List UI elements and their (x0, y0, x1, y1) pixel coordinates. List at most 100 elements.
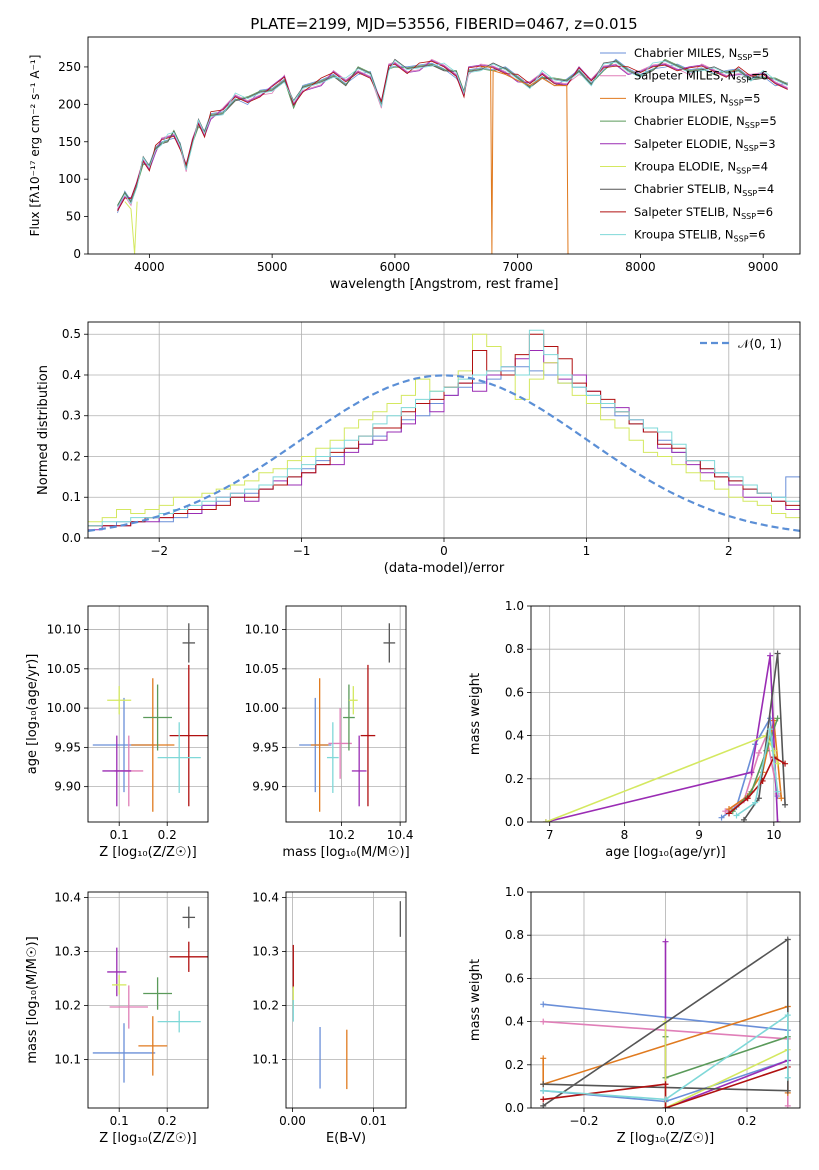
ytick-label: 0.6 (505, 685, 524, 699)
ytick-label: 0.0 (505, 1101, 524, 1115)
plot-layer: 4000 5000 6000 7000 8000 9000050100150200250C… (25, 36, 801, 1146)
spectrum-line-kroupa (124, 201, 138, 254)
ytick-label: 9.90 (252, 780, 279, 794)
xtick-label: 5000 (257, 260, 288, 274)
xtick-label: 8 (621, 828, 629, 842)
weight-point-chabrier_miles (540, 1001, 547, 1008)
axes-frame-age_vs_mass (285, 605, 407, 823)
xtick-label: 10.2 (328, 828, 355, 842)
weight-point-salpeter_elodie (767, 652, 774, 659)
ytick-label: 50 (66, 210, 81, 224)
ytick-label: 0.0 (62, 531, 81, 545)
spectrum-line-kroupa_stelib (117, 59, 788, 208)
panel-spectrum: 4000 5000 6000 7000 8000 9000 0 50 100 150 200 250 C… (28, 36, 801, 292)
ytick-label: 0.4 (62, 368, 81, 382)
axes-frame-spectrum (87, 36, 801, 255)
weight-point-salpeter_stelib (540, 1096, 547, 1103)
x-axis-label: E(B-V) (326, 1131, 366, 1146)
plot-area-age_vs_Z (88, 606, 208, 822)
ytick-label: 100 (58, 172, 81, 186)
weight-line-kroupa_stelib (736, 728, 779, 817)
xtick-label: 0 (440, 544, 448, 558)
weight-line-chabrier_elodie (732, 718, 779, 812)
xtick-label: 7000 (502, 260, 533, 274)
legend-label: 𝒩(0, 1) (738, 337, 782, 351)
xtick-label: 0.1 (110, 1114, 129, 1128)
xtick-label: 0.01 (360, 1114, 387, 1128)
weight-point-kroupa_stelib (774, 788, 781, 795)
xtick-label: 0.2 (737, 1114, 756, 1128)
weight-point-salpeter_stelib (782, 760, 789, 767)
weight-point-chabrier_stelib (784, 936, 791, 943)
legend-label: Kroupa STELIB, NSSP=6 (634, 228, 765, 244)
x-axis-label: wavelength [Angstrom, rest frame] (330, 277, 559, 292)
xtick-label: 0.2 (158, 1114, 177, 1128)
ytick-label: 250 (58, 60, 81, 74)
y-axis-label: age [log₁₀(age/yr)] (25, 654, 40, 775)
ytick-label: 0 (73, 247, 81, 261)
ytick-label: 10.10 (245, 623, 279, 637)
xtick-label: 0.2 (158, 828, 177, 842)
xtick-label: 2 (725, 544, 733, 558)
weight-point-kroupa_stelib (784, 1012, 791, 1019)
weight-point-kroupa_elodie (770, 747, 777, 754)
weight-point-kroupa_stelib (662, 1096, 669, 1103)
weight-point-salpeter_elodie (748, 769, 755, 776)
x-axis-label: Z [log₁₀(Z/Z☉)] (99, 845, 196, 860)
weight-point-salpeter_miles (755, 749, 762, 756)
weight-line-chabrier_stelib (743, 653, 786, 821)
histogram-salpeter_elodie (88, 350, 800, 531)
weight-point-kroupa_stelib (540, 1087, 547, 1094)
weight-point-chabrier_stelib (755, 795, 762, 802)
xtick-label: 1 (583, 544, 591, 558)
xtick-label: −0.2 (569, 1114, 598, 1128)
xtick-label: 10.4 (387, 828, 414, 842)
ytick-label: 10.00 (245, 701, 279, 715)
histogram-kroupa_stelib (88, 329, 800, 527)
weight-point-kroupa_stelib (733, 812, 740, 819)
ytick-label: 0.8 (505, 642, 524, 656)
legend-label: Chabrier MILES, NSSP=5 (634, 46, 769, 62)
weight-point-salpeter_stelib (662, 1081, 669, 1088)
panel-mass_weight_vs_age: 7 8 9 10 0.0 0.2 0.4 0.6 0.8 1.0 age [log₁₀(age/yr… (468, 599, 801, 860)
ytick-label: 10.2 (252, 998, 279, 1012)
ytick-label: 10.05 (47, 662, 81, 676)
weight-point-chabrier_stelib (774, 650, 781, 657)
ytick-label: 0.8 (505, 928, 524, 942)
y-axis-label: mass weight (468, 959, 483, 1041)
histogram-kroupa_elodie (88, 333, 800, 523)
plot-area-spectrum (117, 58, 788, 254)
plot-area-mass_vs_Z (88, 892, 208, 1108)
ytick-label: 0.2 (505, 772, 524, 786)
ytick-label: 9.90 (54, 780, 81, 794)
panel-mass_weight_vs_Z: −0.2 0.0 0.2 0.0 0.2 0.4 0.6 0.8 1.0 Z [log₁₀(Z/Z… (468, 885, 801, 1146)
weight-point-salpeter_miles (722, 808, 729, 815)
weight-point-salpeter_elodie (662, 938, 669, 945)
ytick-label: 10.10 (47, 623, 81, 637)
weight-point-kroupa_stelib (767, 726, 774, 733)
weight-point-kroupa_stelib (784, 1074, 791, 1081)
x-axis-label: (data-model)/error (384, 561, 505, 576)
plot-area-mass_vs_ebv (286, 892, 406, 1108)
ytick-label: 0.1 (62, 490, 81, 504)
weight-point-kroupa_miles (778, 795, 785, 802)
weight-line-salpeter_elodie (664, 941, 789, 1108)
weight-point-kroupa_stelib (752, 799, 759, 806)
ytick-label: 10.1 (252, 1052, 279, 1066)
weight-point-kroupa_elodie (774, 760, 781, 767)
xtick-label: 4000 (134, 260, 165, 274)
ytick-label: 0.0 (505, 815, 524, 829)
plot-area-age_vs_mass (286, 606, 406, 822)
legend-label: Chabrier ELODIE, NSSP=5 (634, 114, 777, 130)
plot-area-residuals (88, 322, 800, 538)
axes-frame-mass_weight_vs_age (530, 605, 801, 823)
axes-frame-age_vs_Z (87, 605, 209, 823)
normal-curve (88, 374, 800, 532)
figure-title: PLATE=2199, MJD=53556, FIBERID=0467, z=0… (250, 15, 637, 33)
panel-residuals: −2 −1 0 1 2 0.0 0.1 0.2 0.3 0.4 0.5 𝒩(0, 1) (data-mo… (36, 321, 801, 576)
weight-point-salpeter_stelib (759, 777, 766, 784)
panel-age_vs_mass: 10.2 10.4 9.90 9.95 10.00 10.05 10.10 mass [log… (245, 605, 414, 860)
xtick-label: 10 (766, 828, 781, 842)
plot-area-mass_weight_vs_Z (531, 892, 800, 1108)
spectrum-line-salpeter_stelib (117, 60, 788, 212)
